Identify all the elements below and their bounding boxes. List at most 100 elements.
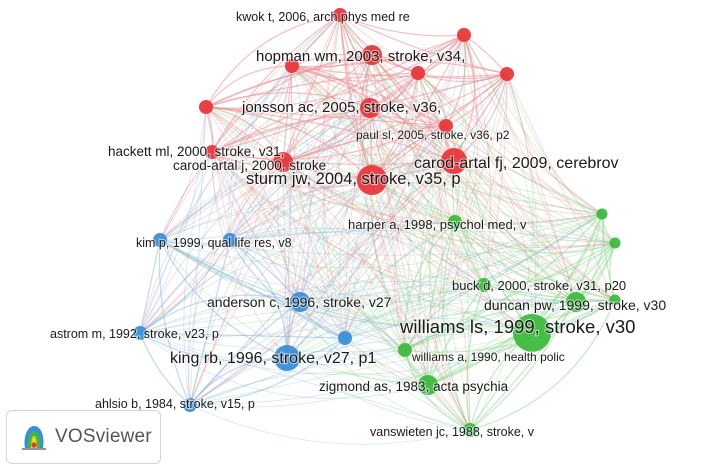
label-zigmond[interactable]: zigmond as, 1983, acta psychia xyxy=(318,378,510,395)
node-hackett[interactable] xyxy=(205,145,219,159)
label-duncan[interactable]: duncan pw, 1999, stroke, v30 xyxy=(483,296,668,314)
node-vanswieten[interactable] xyxy=(463,423,477,437)
link-king-vanswieten xyxy=(286,357,471,431)
link-kwok-r_d xyxy=(205,14,341,108)
label-sturm[interactable]: sturm jw, 2004, stroke, v35, p xyxy=(245,169,462,189)
link-kim-r_a xyxy=(159,65,293,241)
label-buck[interactable]: buck d, 2000, stroke, v31, p20 xyxy=(451,277,627,294)
node-g_c[interactable] xyxy=(609,294,621,306)
link-r_a-g_b xyxy=(291,65,616,244)
link-kwok-b_a xyxy=(229,14,341,241)
node-buck[interactable] xyxy=(477,278,491,292)
link-williamsa-r_e xyxy=(404,34,479,351)
link-jonsson-g_a xyxy=(369,107,603,215)
link-anderson-r_b xyxy=(299,72,419,303)
label-harper[interactable]: harper a, 1998, psychol med, v xyxy=(347,216,528,233)
link-jonsson-astrom xyxy=(139,107,371,334)
node-g_a[interactable] xyxy=(596,208,608,220)
link-carodj-williamsa xyxy=(282,161,406,351)
link-hopman-anderson xyxy=(299,54,373,303)
label-williamsa[interactable]: williams a, 1990, health polic xyxy=(410,349,566,365)
link-ahlsio-r_c xyxy=(189,73,508,406)
label-anderson[interactable]: anderson c, 1996, stroke, v27 xyxy=(206,293,393,311)
link-kwok-carodfj xyxy=(339,14,455,162)
node-astrom[interactable] xyxy=(133,326,147,340)
node-williamsls[interactable] xyxy=(513,314,551,352)
label-jonsson[interactable]: jonsson ac, 2005, stroke, v36, xyxy=(240,98,442,117)
label-hackett[interactable]: hackett ml, 2000, stroke, v31, xyxy=(107,143,286,160)
link-sturm-vanswieten xyxy=(371,179,471,431)
link-astrom-b_b xyxy=(139,332,346,339)
node-kim[interactable] xyxy=(153,233,167,247)
node-g_b[interactable] xyxy=(609,237,621,249)
label-astrom[interactable]: astrom m, 1992, stroke, v23, p xyxy=(49,326,220,342)
link-anderson-r_a xyxy=(291,65,311,303)
node-b_b[interactable] xyxy=(338,331,352,345)
node-r_b[interactable] xyxy=(411,66,425,80)
link-kim-g_b xyxy=(159,239,616,256)
link-king-r_b xyxy=(286,72,419,359)
link-vanswieten-r_d xyxy=(205,106,471,431)
link-hackett-ahlsio xyxy=(183,151,213,406)
link-sturm-king xyxy=(286,179,373,359)
link-carodj-kim xyxy=(159,161,284,241)
node-hopman[interactable] xyxy=(362,45,382,65)
link-r_a-g_c xyxy=(291,65,616,301)
link-astrom-ahlsio xyxy=(139,332,191,406)
label-king[interactable]: king rb, 1996, stroke, v27, p1 xyxy=(169,349,378,368)
node-sturm[interactable] xyxy=(357,165,387,195)
link-jonsson-williamsls xyxy=(369,107,533,334)
node-carodfj[interactable] xyxy=(441,148,467,174)
node-r_e[interactable] xyxy=(457,28,471,42)
link-hopman-carodfj xyxy=(371,54,455,162)
node-r_c[interactable] xyxy=(500,67,514,81)
node-carodj[interactable] xyxy=(273,152,293,172)
link-sturm-g_a xyxy=(371,179,603,228)
link-williamsa-ahlsio xyxy=(189,349,406,406)
link-duncan-vanswieten xyxy=(469,301,577,431)
node-williamsa[interactable] xyxy=(398,343,412,357)
link-king-g_a xyxy=(286,213,603,359)
label-carodfj[interactable]: carod-artal fj, 2009, cerebrov xyxy=(413,154,620,173)
link-williamsa-r_d xyxy=(205,106,406,351)
link-carodfj-astrom xyxy=(139,160,455,334)
link-anderson-g_c xyxy=(299,299,616,330)
node-r_d[interactable] xyxy=(199,100,213,114)
label-carodj[interactable]: carod-artal j, 2000, stroke xyxy=(172,157,327,174)
node-r_a[interactable] xyxy=(285,59,299,73)
link-harper-r_b xyxy=(417,72,460,223)
link-r_d-r_e xyxy=(205,34,465,109)
label-hopman[interactable]: hopman wm, 2003, stroke, v34, xyxy=(255,47,466,66)
node-ahlsio[interactable] xyxy=(183,398,197,412)
link-r_c-g_c xyxy=(506,73,616,301)
node-harper[interactable] xyxy=(448,215,462,229)
link-harper-b_b xyxy=(344,221,456,339)
node-paul[interactable] xyxy=(439,119,453,133)
node-zigmond[interactable] xyxy=(418,375,438,395)
link-king-williamsa xyxy=(286,349,406,366)
label-ahlsio[interactable]: ahlsio b, 1984, stroke, v15, p xyxy=(94,396,256,412)
label-williamsls[interactable]: williams ls, 1999, stroke, v30 xyxy=(398,315,637,338)
link-zigmond-b_a xyxy=(229,239,429,386)
link-carodj-buck xyxy=(282,161,485,286)
link-carodfj-g_b xyxy=(453,160,616,244)
label-kwok[interactable]: kwok t, 2006, arch phys med re xyxy=(235,9,411,25)
node-king[interactable] xyxy=(274,345,300,371)
node-jonsson[interactable] xyxy=(360,98,380,118)
node-b_a[interactable] xyxy=(223,233,237,247)
link-carodj-astrom xyxy=(139,161,284,334)
link-hackett-r_c xyxy=(211,73,508,160)
node-anderson[interactable] xyxy=(290,292,310,312)
node-duncan[interactable] xyxy=(566,292,586,312)
link-williamsa-g_a xyxy=(404,213,603,351)
link-vanswieten-g_a xyxy=(469,213,603,431)
label-vanswieten[interactable]: vanswieten jc, 1988, stroke, v xyxy=(369,424,536,440)
label-paul[interactable]: paul sl, 2005, stroke, v36, p2 xyxy=(355,127,511,143)
link-paul-kim xyxy=(159,125,447,241)
link-kwok-williamsls xyxy=(339,14,533,334)
label-kim[interactable]: kim p, 1999, qual life res, v8 xyxy=(135,235,293,251)
link-r_b-g_c xyxy=(417,72,616,301)
node-kwok[interactable] xyxy=(333,8,347,22)
